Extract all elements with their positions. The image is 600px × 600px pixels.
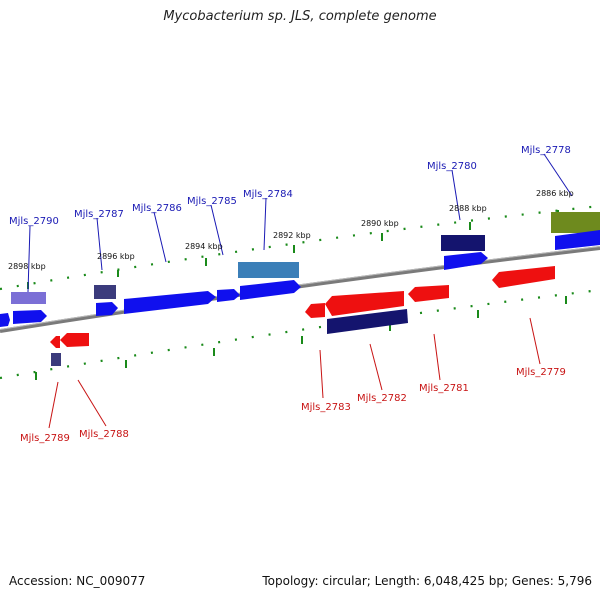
gene-label[interactable]: Mjls_2778 [521,145,571,156]
gene-labels-bottom: Mjls_2789 Mjls_2788 Mjls_2783 Mjls_2782 … [20,367,566,444]
gene-label[interactable]: Mjls_2787 [74,209,124,220]
gene-label[interactable]: Mjls_2782 [357,393,407,404]
gene-mjls-2785[interactable] [217,289,240,302]
gene-mjls-2786[interactable] [124,291,216,314]
gene-mjls-2784[interactable] [238,262,299,278]
gene-label[interactable]: Mjls_2783 [301,402,351,413]
scale-label: 2898 kbp [8,262,46,271]
gene-label[interactable]: Mjls_2790 [9,216,59,227]
scale-label: 2892 kbp [273,231,311,240]
forward-genes [0,212,600,327]
gene-label[interactable]: Mjls_2788 [79,429,129,440]
gene-mjls-2781[interactable] [408,285,449,302]
topology-text: Topology: circular; Length: 6,048,425 bp… [262,574,592,588]
gene-mjls-2788[interactable] [60,333,89,347]
gene-labels-top: Mjls_2790 Mjls_2787 Mjls_2786 Mjls_2785 … [9,145,571,227]
gene-forward-arrow[interactable] [13,310,47,324]
major-ticks [27,210,567,380]
gene-forward-arrow[interactable] [555,230,600,250]
scale-label: 2886 kbp [536,189,574,198]
gene-label[interactable]: Mjls_2784 [243,189,293,200]
accession-text: Accession: NC_009077 [9,574,146,588]
gene-mjls-2782[interactable] [325,291,404,316]
scale-label: 2894 kbp [185,242,223,251]
gene-forward-arrow[interactable] [240,280,301,300]
genome-backbone [0,246,600,333]
gene-label[interactable]: Mjls_2785 [187,196,237,207]
gene-small-reverse[interactable] [51,353,61,366]
gene-mjls-2778[interactable] [551,212,600,233]
genome-backbone-highlight [0,246,600,330]
scale-line-bottom [0,288,600,380]
leader-lines [27,153,573,429]
scale-label: 2890 kbp [361,219,399,228]
scale-labels: 2898 kbp 2896 kbp 2894 kbp 2892 kbp 2890… [8,189,574,271]
gene-mjls-2780[interactable] [441,235,485,251]
gene-reverse-dark[interactable] [327,309,408,334]
gene-forward-arrow[interactable] [96,302,118,316]
gene-mjls-2790[interactable] [11,292,46,304]
scale-label: 2888 kbp [449,204,487,213]
scale-line-top [0,204,600,291]
scale-label: 2896 kbp [97,252,135,261]
gene-label[interactable]: Mjls_2779 [516,367,566,378]
gene-label[interactable]: Mjls_2789 [20,433,70,444]
gene-forward-arrow[interactable] [444,252,488,270]
gene-label[interactable]: Mjls_2786 [132,203,182,214]
gene-mjls-2787[interactable] [94,285,116,299]
gene-label[interactable]: Mjls_2781 [419,383,469,394]
gene-mjls-2789[interactable] [50,336,60,348]
gene-label[interactable]: Mjls_2780 [427,161,477,172]
reverse-genes [50,266,555,366]
gene-forward-arrow[interactable] [0,313,10,327]
gene-mjls-2779[interactable] [492,266,555,288]
gene-mjls-2783[interactable] [305,303,325,318]
map-title: Mycobacterium sp. JLS, complete genome [163,9,437,24]
